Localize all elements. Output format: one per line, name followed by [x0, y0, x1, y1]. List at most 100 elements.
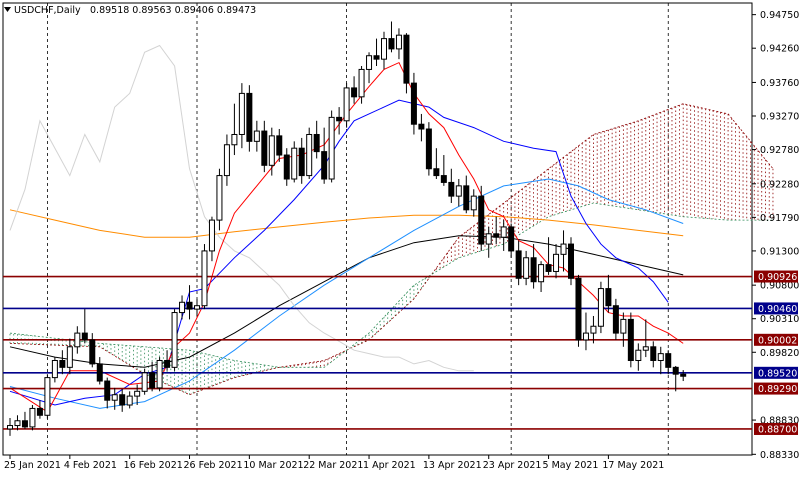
candle-body-13	[104, 380, 111, 401]
candle-body-86	[650, 346, 657, 361]
candle-body-46	[351, 87, 358, 98]
candle-body-42	[321, 151, 328, 180]
candle-body-65	[493, 233, 500, 238]
y-tick-label-1: 0.94260	[760, 44, 799, 55]
x-tick-label-6: 1 Apr 2021	[363, 460, 416, 471]
candle-body-15	[119, 394, 126, 406]
symbol-triangle-icon	[4, 7, 11, 12]
candle-body-71	[538, 264, 545, 283]
candle-body-24	[186, 301, 193, 310]
candle-body-55	[418, 123, 425, 130]
kijun-line	[9, 99, 669, 406]
candle-body-40	[306, 133, 313, 177]
x-tick-label-2: 16 Feb 2021	[124, 460, 183, 471]
x-tick-label-10: 17 May 2021	[602, 460, 664, 471]
candle-body-83	[627, 318, 634, 361]
candle-body-67	[508, 226, 515, 252]
candle-body-39	[298, 147, 305, 177]
candle-body-38	[291, 147, 298, 180]
candle-body-17	[134, 390, 141, 397]
chart-header: USDCHF,Daily 0.89518 0.89563 0.89406 0.8…	[4, 5, 256, 16]
candle-body-16	[126, 395, 133, 406]
candle-body-61	[463, 185, 470, 211]
candle-body-2	[21, 420, 28, 428]
candle-body-4	[36, 407, 43, 416]
level-tag-4	[754, 382, 798, 395]
candle-body-19	[149, 372, 156, 389]
y-tick-label-6: 0.91790	[760, 213, 799, 224]
x-tick-label-0: 25 Jan 2021	[4, 460, 61, 471]
candle-body-5	[44, 377, 51, 416]
candle-body-41	[313, 133, 320, 153]
x-axis: 25 Jan 2021 4 Feb 2021 16 Feb 2021 26 Feb 2…	[4, 455, 664, 471]
symbol-label: USDCHF,Daily	[14, 5, 81, 16]
candle-body-60	[455, 185, 462, 197]
candle-body-31	[238, 92, 245, 135]
candle-body-8	[66, 346, 73, 368]
candle-body-68	[515, 250, 522, 279]
candle-body-43	[328, 116, 335, 180]
level-tag-label-5: 0.88700	[758, 424, 797, 435]
candle-body-80	[605, 288, 612, 307]
candle-body-6	[51, 359, 58, 379]
candle-body-36	[276, 135, 283, 156]
candle-body-51	[388, 38, 395, 50]
candle-body-28	[216, 175, 223, 221]
x-tick-label-1: 4 Feb 2021	[64, 460, 117, 471]
candle-body-47	[358, 68, 365, 98]
x-tick-label-4: 10 Mar 2021	[243, 460, 303, 471]
y-tick-label-0: 0.94750	[760, 10, 799, 21]
candle-body-90	[680, 373, 687, 377]
candle-body-34	[261, 130, 268, 166]
candle-body-14	[111, 394, 118, 401]
x-tick-label-7: 13 Apr 2021	[423, 460, 482, 471]
candle-body-57	[433, 168, 440, 177]
candle-body-12	[96, 363, 103, 382]
candle-body-10	[81, 332, 88, 341]
candle-body-54	[410, 82, 417, 125]
candle-body-62	[470, 195, 477, 211]
horizontal-levels	[3, 275, 752, 430]
candle-body-82	[620, 318, 627, 334]
level-tag-0	[754, 270, 798, 283]
candle-body-89	[672, 366, 679, 375]
level-tag-label-3: 0.89520	[758, 368, 797, 379]
level-tag-label-4: 0.89290	[758, 384, 797, 395]
candles	[7, 21, 687, 436]
candle-body-0	[7, 425, 13, 430]
candle-body-81	[612, 305, 619, 334]
candle-body-75	[568, 243, 574, 279]
candle-body-35	[268, 135, 275, 166]
ohlc-values: 0.89518 0.89563 0.89406 0.89473	[90, 5, 256, 16]
y-tick-label-7: 0.91300	[760, 246, 799, 257]
y-tick-label-4: 0.92780	[760, 145, 799, 156]
candle-body-48	[366, 55, 373, 70]
level-tag-label-2: 0.90002	[758, 335, 797, 346]
y-tick-label-10: 0.89820	[760, 348, 799, 359]
candle-body-70	[530, 257, 537, 283]
y-tick-label-5: 0.92280	[760, 179, 799, 190]
candle-body-7	[59, 359, 66, 368]
candle-body-30	[231, 133, 238, 146]
level-tag-1	[754, 302, 798, 315]
y-axis: 0.94750 0.94260 0.93760 0.93270 0.92780 0.922…	[752, 10, 799, 461]
x-tick-label-8: 23 Apr 2021	[483, 460, 542, 471]
senkou-span-a	[9, 103, 774, 396]
candle-body-3	[29, 407, 36, 428]
candle-body-77	[582, 332, 589, 341]
candle-body-21	[164, 359, 171, 368]
candle-body-26	[201, 250, 208, 307]
candle-body-33	[253, 130, 260, 142]
candle-body-58	[440, 175, 447, 183]
candle-body-76	[575, 277, 582, 341]
candle-body-84	[635, 349, 642, 361]
x-tick-label-3: 26 Feb 2021	[184, 460, 243, 471]
level-tag-label-0: 0.90926	[758, 272, 797, 283]
candle-body-27	[208, 219, 215, 252]
candle-body-44	[336, 116, 343, 122]
candle-body-53	[403, 34, 410, 84]
y-tick-label-2: 0.93760	[760, 78, 799, 89]
candle-body-69	[523, 257, 530, 279]
y-tick-label-8: 0.90800	[760, 281, 799, 292]
